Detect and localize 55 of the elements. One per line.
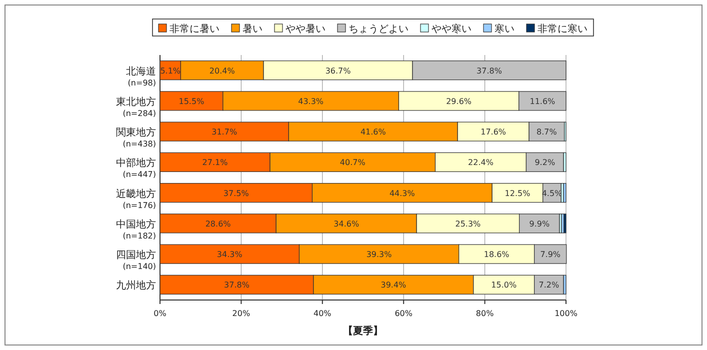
data-label: 15.0% xyxy=(491,280,517,290)
legend-label: やや暑い xyxy=(286,24,326,35)
legend-label: 非常に寒い xyxy=(538,23,588,35)
data-label: 44.3% xyxy=(389,188,416,198)
x-tick-label: 80% xyxy=(476,309,494,318)
y-tick-label: 関東地方 (n=438) xyxy=(116,126,156,149)
x-tick-label: 0% xyxy=(154,309,167,318)
legend-label: ちょうどよい xyxy=(348,24,408,35)
data-label: 27.1% xyxy=(202,158,228,168)
data-label: 29.6% xyxy=(446,96,472,106)
data-label: 37.8% xyxy=(476,66,502,76)
data-label: 18.6% xyxy=(484,250,510,260)
x-tick-label: 20% xyxy=(232,309,250,318)
x-axis-title: 【夏季】 xyxy=(343,325,383,337)
y-tick-label: 四国地方 (n=140) xyxy=(116,249,156,272)
data-label: 43.3% xyxy=(298,96,324,106)
data-label: 11.6% xyxy=(530,96,556,106)
y-tick-label: 中国地方 (n=182) xyxy=(116,218,156,240)
y-tick-label: 東北地方 (n=284) xyxy=(116,96,156,118)
x-tick-label: 60% xyxy=(394,309,413,318)
data-label: 39.4% xyxy=(380,280,407,290)
data-label: 40.7% xyxy=(340,158,366,168)
data-label: 36.7% xyxy=(325,66,352,76)
data-label: 9.9% xyxy=(529,219,550,228)
data-label: 8.7% xyxy=(536,128,558,137)
legend-label: 暑い xyxy=(242,24,262,35)
legend-label: 寒い xyxy=(494,23,514,35)
data-label: 7.9% xyxy=(540,250,561,260)
bar xyxy=(563,183,566,203)
y-tick-label: 九州地方 xyxy=(116,280,156,292)
data-label: 12.5% xyxy=(504,188,531,198)
y-tick-label: 北海道 (n=98) xyxy=(126,65,156,88)
x-tick-label: 100% xyxy=(554,309,578,318)
y-tick-label: 近畿地方 (n=176) xyxy=(116,188,156,210)
data-label: 22.4% xyxy=(468,158,494,168)
data-label: 20.4% xyxy=(209,66,236,76)
data-label: 7.2% xyxy=(538,280,560,290)
legend-label: 非常に暑い xyxy=(170,23,220,35)
data-label: 15.5% xyxy=(178,96,205,106)
data-label: 17.6% xyxy=(480,128,506,137)
y-tick-label: 中部地方 (n=447) xyxy=(116,157,156,180)
data-label: 41.6% xyxy=(360,128,386,137)
legend-label: やや寒い xyxy=(432,23,472,35)
data-label: 37.5% xyxy=(223,188,250,198)
data-label: 37.8% xyxy=(224,280,250,290)
data-label: 34.6% xyxy=(334,219,360,228)
data-label: 39.3% xyxy=(366,250,392,260)
data-label: 34.3% xyxy=(216,250,243,260)
data-label: 9.2% xyxy=(534,158,556,168)
data-label: 31.7% xyxy=(212,128,238,137)
x-tick-label: 40% xyxy=(314,309,332,318)
data-label: 25.3% xyxy=(455,219,482,228)
bar xyxy=(564,214,566,234)
data-label: 5.1% xyxy=(160,66,181,76)
data-label: 28.6% xyxy=(205,219,232,228)
